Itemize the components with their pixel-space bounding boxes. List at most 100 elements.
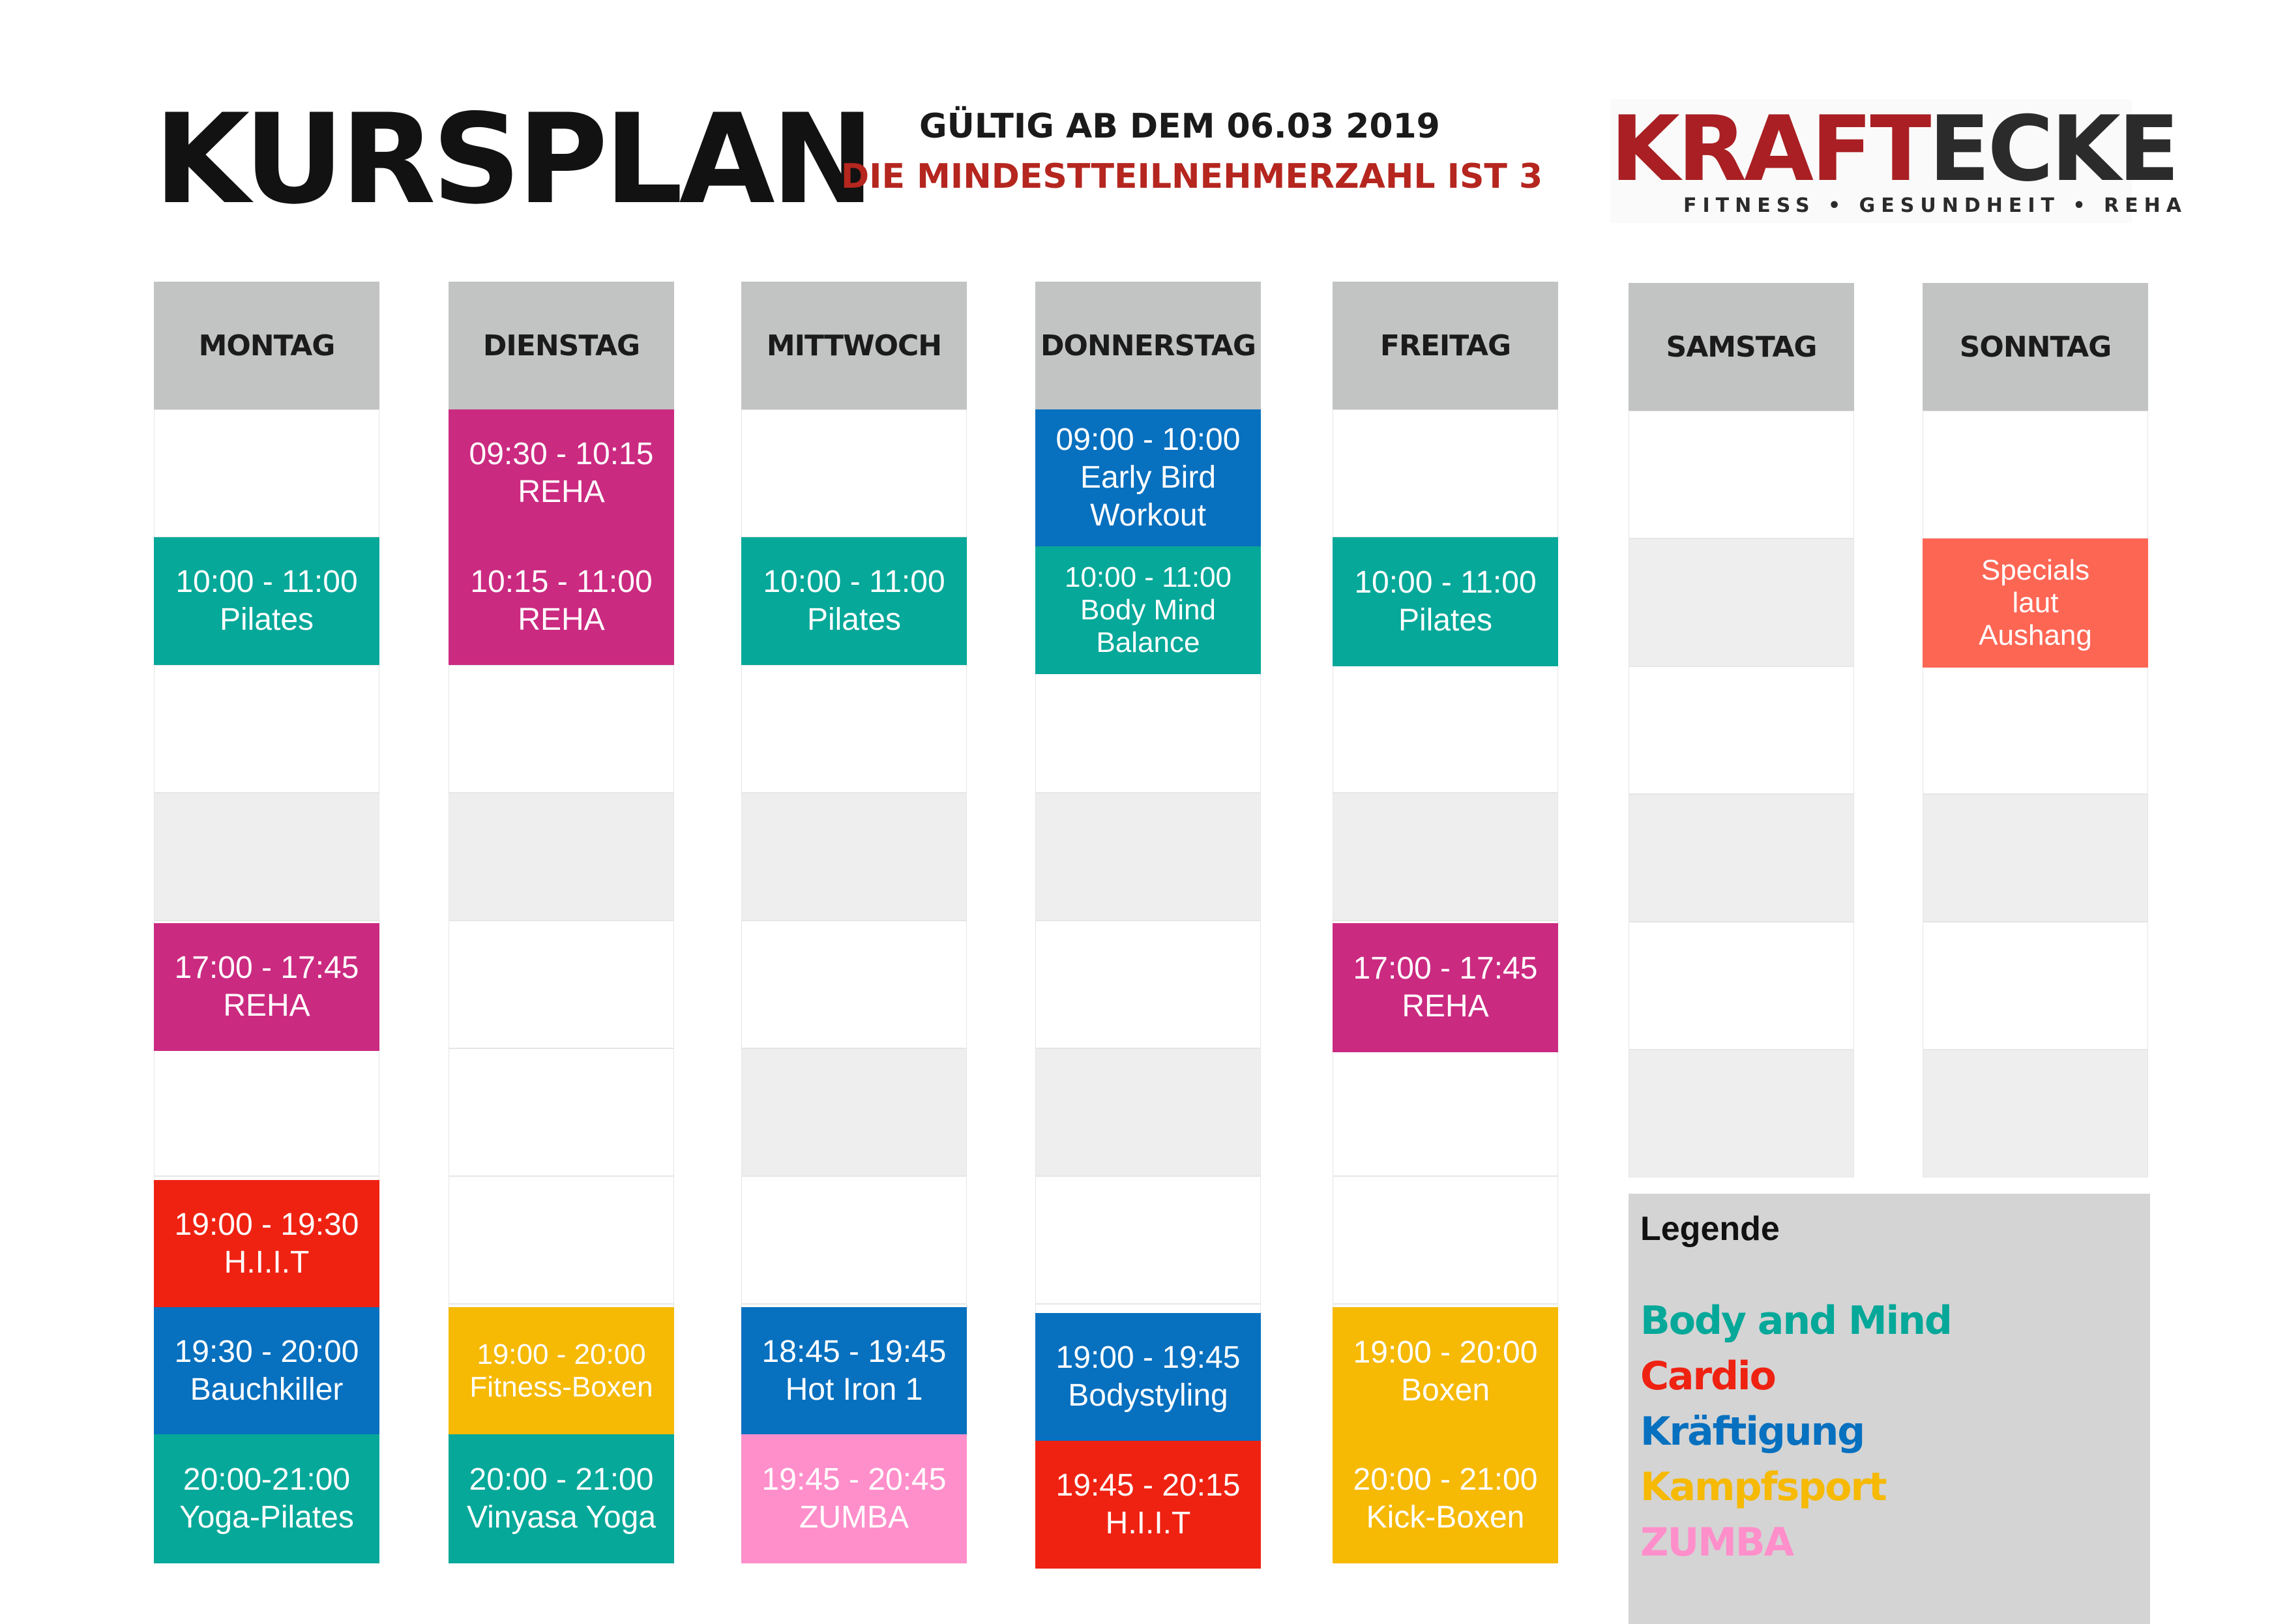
time-slot-cell — [1333, 1048, 1558, 1176]
krafttecke-logo: KRAFTECKE FITNESS • GESUNDHEIT • REHA — [1610, 99, 2181, 223]
logo-word-kraft: KRAFT — [1610, 96, 1931, 201]
legend-item-kraeftigung: Kräftigung — [1640, 1409, 1865, 1454]
time-slot-cell — [449, 1176, 674, 1304]
class-name: Vinyasa Yoga — [466, 1500, 657, 1535]
time-slot-cell — [1629, 411, 1854, 539]
legend-panel: Legende Body and Mind Cardio Kräftigung … — [1629, 1194, 2150, 1624]
class-time: 19:45 - 20:45 — [761, 1462, 947, 1497]
time-slot-cell — [154, 665, 379, 793]
class-name: Boxen — [1400, 1373, 1490, 1408]
valid-from-notice: GÜLTIG AB DEM 06.03 2019 — [919, 107, 1440, 146]
class-time: 17:00 - 17:45 — [1353, 951, 1538, 986]
class-time: 19:00 - 19:45 — [1055, 1340, 1241, 1375]
day-header-montag: MONTAG — [154, 282, 379, 409]
class-slot-donnerstag: 10:00 - 11:00 Body Mind Balance — [1035, 546, 1261, 674]
time-slot-cell — [1035, 665, 1261, 793]
page-title: KURSPLAN — [154, 87, 875, 231]
time-slot-cell — [741, 409, 967, 537]
time-slot-cell — [1035, 921, 1261, 1048]
time-slot-cell — [154, 1048, 379, 1176]
time-slot-cell — [154, 793, 379, 921]
class-slot-freitag: 19:00 - 20:00 Boxen — [1333, 1307, 1558, 1436]
time-slot-cell — [1333, 1176, 1558, 1304]
class-name: Pilates — [806, 602, 902, 637]
class-slot-montag: 10:00 - 11:00 Pilates — [154, 537, 379, 665]
time-slot-cell — [1035, 793, 1261, 921]
class-name: Body Mind — [1080, 594, 1216, 626]
logo-tagline: FITNESS • GESUNDHEIT • REHA — [1683, 194, 2187, 217]
class-time: 19:45 - 20:15 — [1055, 1468, 1241, 1503]
class-time: 20:00 - 21:00 — [469, 1462, 654, 1497]
time-slot-cell — [1923, 794, 2148, 922]
time-slot-cell — [1629, 1050, 1854, 1177]
minimum-participants-notice: DIE MINDESTTEILNEHMERZAHL IST 3 — [841, 157, 1543, 196]
class-name: Yoga-Pilates — [179, 1500, 354, 1535]
class-name: laut — [2012, 587, 2059, 619]
time-slot-cell — [449, 1048, 674, 1176]
class-name: H.I.I.T — [1105, 1506, 1191, 1541]
class-time: 17:00 - 17:45 — [174, 951, 359, 985]
class-name: REHA — [518, 602, 605, 637]
day-header-dienstag: DIENSTAG — [449, 282, 674, 409]
class-time: 10:00 - 11:00 — [1354, 565, 1537, 600]
class-name: Bauchkiller — [190, 1372, 344, 1407]
class-name: Bodystyling — [1068, 1378, 1228, 1413]
class-time: Specials — [1981, 554, 2090, 586]
class-time: 19:00 - 20:00 — [1353, 1335, 1538, 1370]
class-slot-mittwoch: 18:45 - 19:45 Hot Iron 1 — [741, 1307, 967, 1435]
class-time: 10:15 - 11:00 — [470, 565, 653, 599]
class-name: Workout — [1090, 498, 1206, 533]
time-slot-cell — [449, 921, 674, 1048]
class-slot-donnerstag: 19:00 - 19:45 Bodystyling — [1035, 1313, 1261, 1441]
day-header-donnerstag: DONNERSTAG — [1035, 282, 1261, 409]
class-name: Early Bird — [1080, 460, 1217, 495]
time-slot-cell — [1629, 666, 1854, 794]
class-name: ZUMBA — [799, 1500, 909, 1535]
class-slot-montag: 17:00 - 17:45 REHA — [154, 923, 379, 1051]
day-header-samstag: SAMSTAG — [1629, 283, 1854, 411]
class-time: 10:00 - 11:00 — [175, 565, 358, 599]
class-time: 19:30 - 20:00 — [174, 1335, 359, 1369]
day-header-sonntag: SONNTAG — [1923, 283, 2148, 411]
class-slot-montag: 19:00 - 19:30 H.I.I.T — [154, 1180, 379, 1308]
time-slot-cell — [449, 793, 674, 921]
time-slot-cell — [741, 793, 967, 921]
class-slot-donnerstag: 19:45 - 20:15 H.I.I.T — [1035, 1441, 1261, 1569]
time-slot-cell — [741, 1176, 967, 1304]
class-slot-dienstag: 19:00 - 20:00 Fitness-Boxen — [449, 1307, 674, 1435]
class-name: Fitness-Boxen — [469, 1371, 653, 1403]
class-time: 19:00 - 20:00 — [477, 1338, 646, 1370]
time-slot-cell — [741, 921, 967, 1048]
time-slot-cell — [741, 665, 967, 793]
time-slot-cell — [1923, 1050, 2148, 1177]
time-slot-cell — [1923, 922, 2148, 1050]
legend-item-kampfsport: Kampfsport — [1640, 1464, 1887, 1510]
time-slot-cell — [1629, 922, 1854, 1050]
class-name: Pilates — [1398, 603, 1493, 638]
class-slot-freitag: 10:00 - 11:00 Pilates — [1333, 537, 1558, 666]
class-time: 18:45 - 19:45 — [761, 1335, 947, 1369]
class-slot-freitag: 17:00 - 17:45 REHA — [1333, 923, 1558, 1052]
class-name: Hot Iron 1 — [785, 1372, 923, 1407]
class-name: H.I.I.T — [224, 1245, 310, 1280]
class-time: 10:00 - 11:00 — [763, 565, 945, 599]
day-header-mittwoch: MITTWOCH — [741, 282, 967, 409]
legend-item-body-and-mind: Body and Mind — [1640, 1298, 1953, 1344]
class-slot-donnerstag: 09:00 - 10:00 Early Bird Workout — [1035, 409, 1261, 546]
time-slot-cell — [154, 409, 379, 537]
time-slot-cell — [1629, 794, 1854, 922]
class-slot-dienstag: 09:30 - 10:15 REHA — [449, 409, 674, 537]
class-name: REHA — [1402, 989, 1489, 1024]
time-slot-cell — [1923, 411, 2148, 539]
class-name: Aushang — [1979, 619, 2092, 651]
time-slot-cell — [1035, 1048, 1261, 1176]
class-time: 10:00 - 11:00 — [1064, 561, 1232, 593]
class-slot-montag: 19:30 - 20:00 Bauchkiller — [154, 1307, 379, 1435]
legend-item-cardio: Cardio — [1640, 1353, 1777, 1399]
class-time: 20:00-21:00 — [183, 1462, 351, 1497]
time-slot-cell — [1035, 1176, 1261, 1304]
class-slot-montag: 20:00-21:00 Yoga-Pilates — [154, 1434, 379, 1563]
logo-wordmark: KRAFTECKE — [1610, 104, 2179, 194]
class-name: REHA — [223, 988, 310, 1023]
class-name: REHA — [518, 475, 605, 509]
